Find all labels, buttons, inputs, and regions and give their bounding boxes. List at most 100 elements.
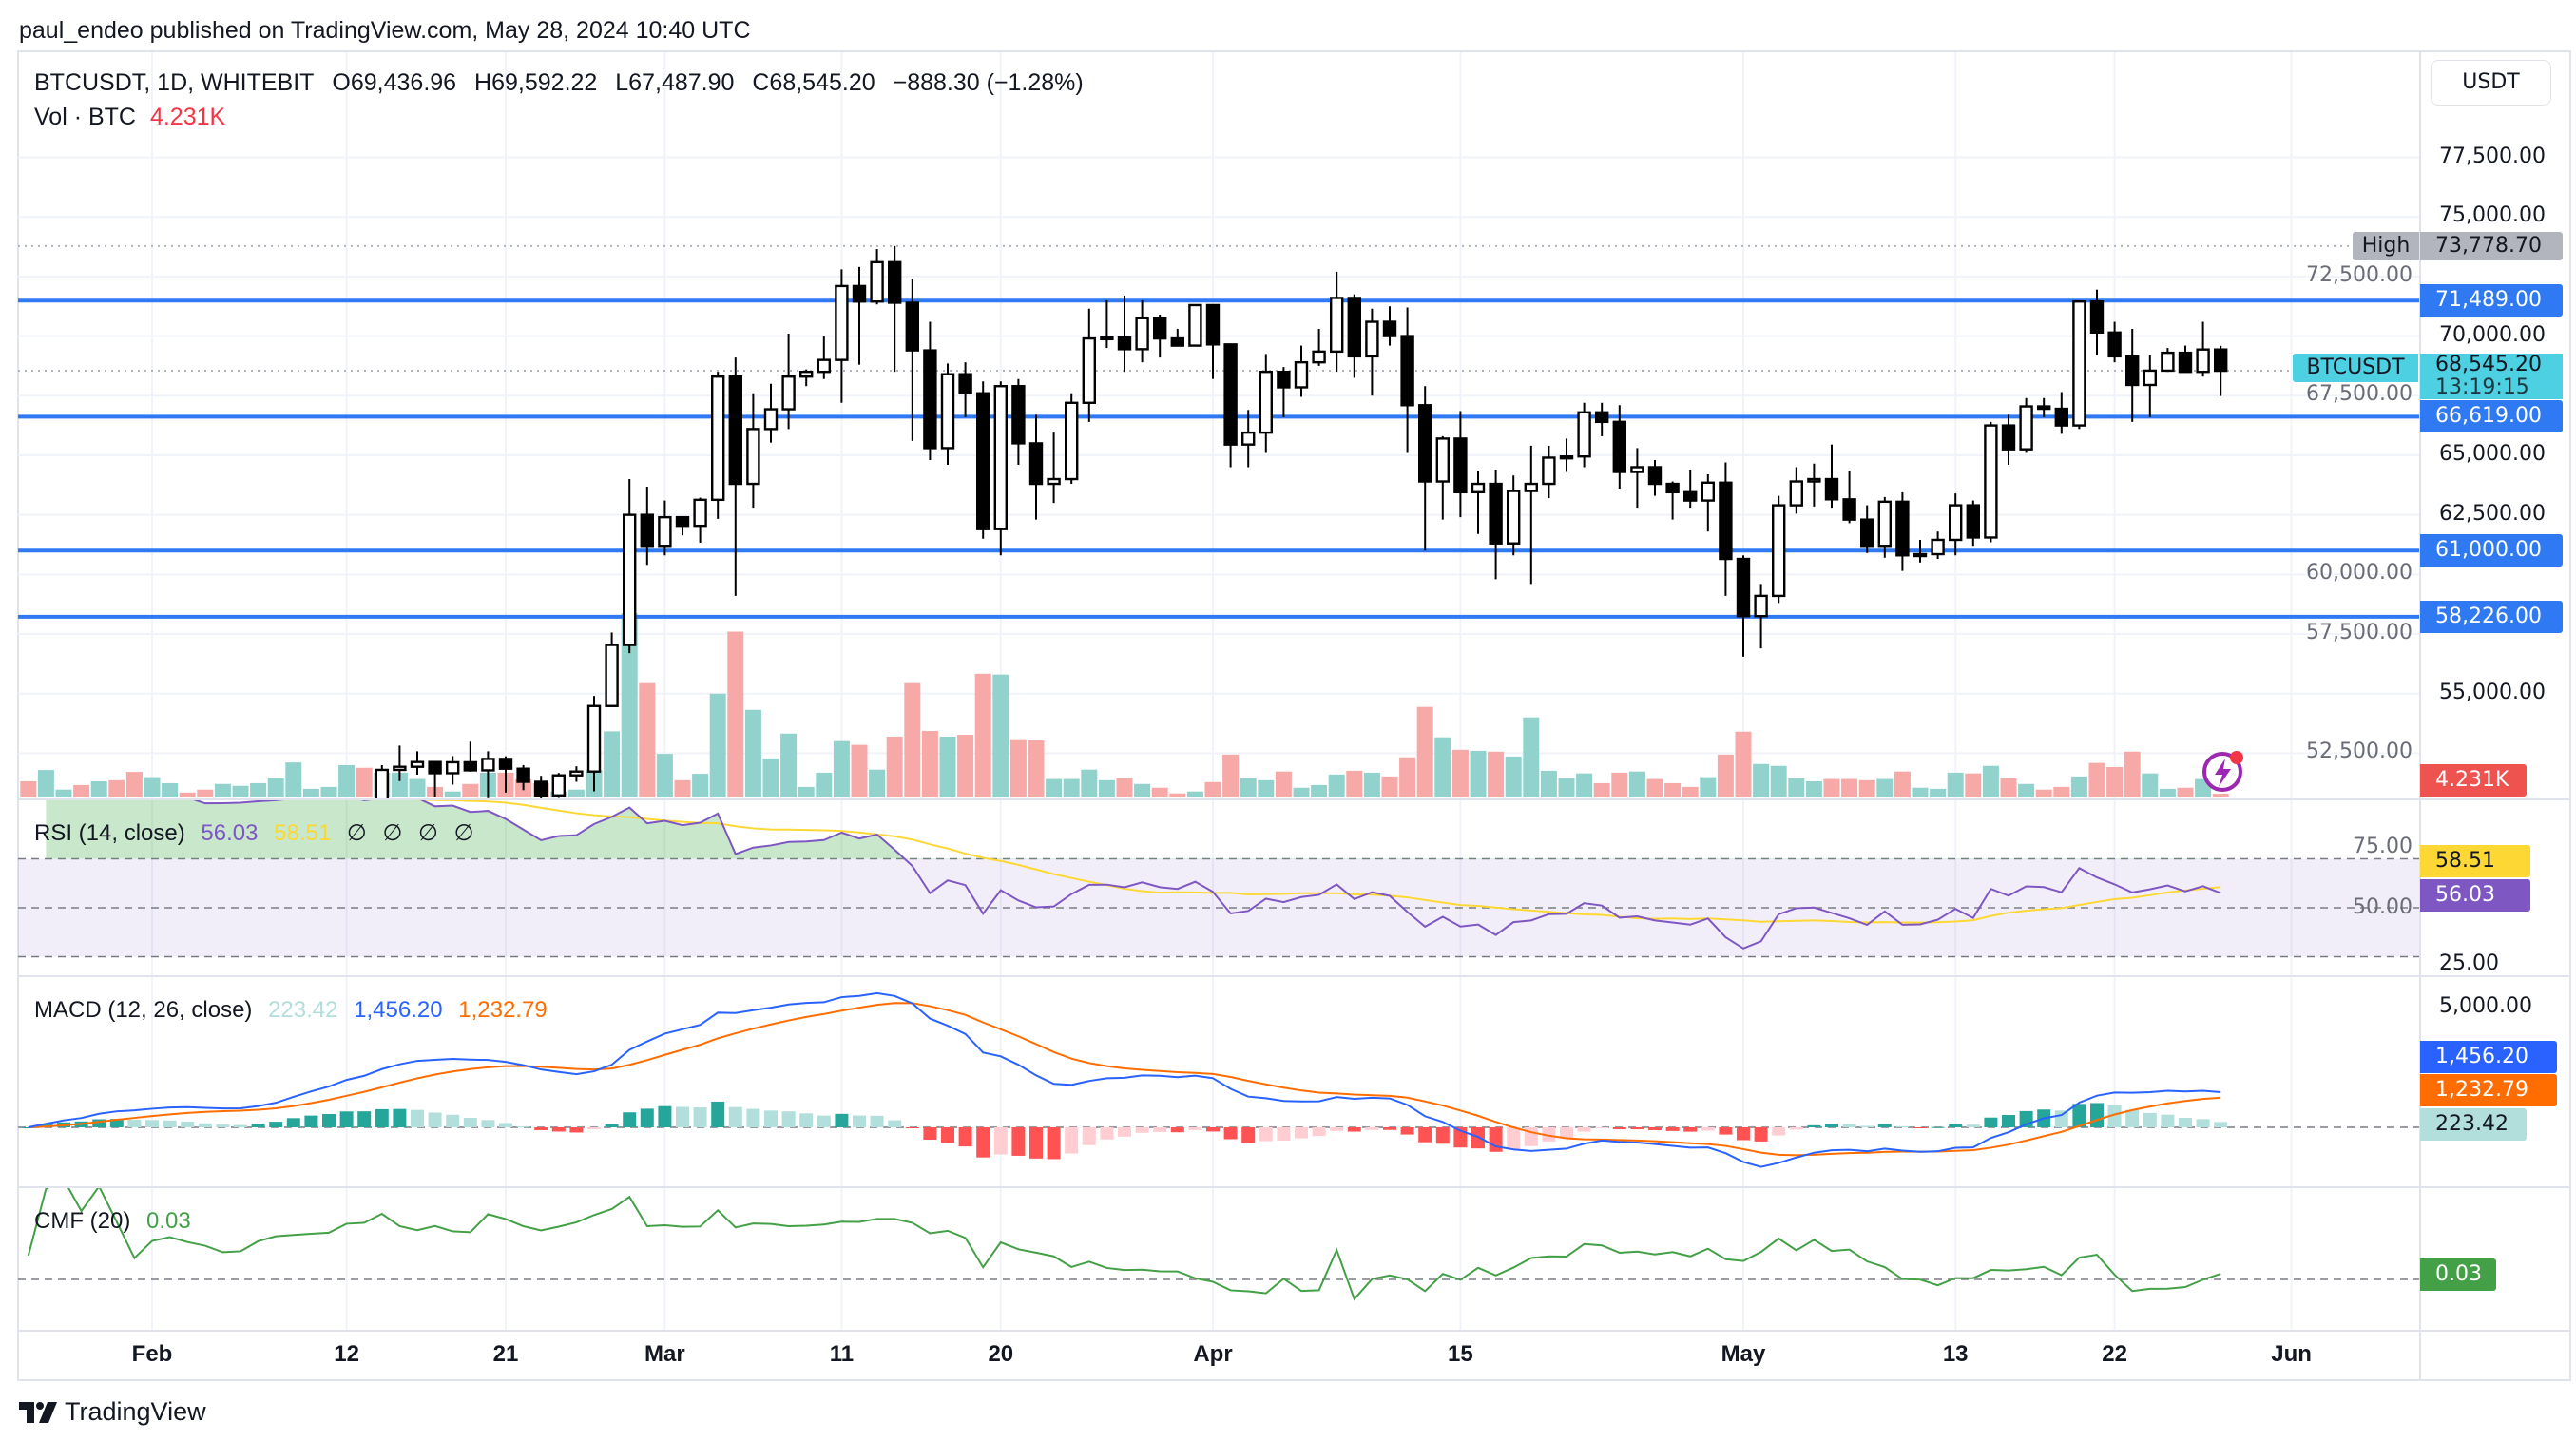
volume-bar <box>162 782 179 797</box>
macd-histogram-bar <box>781 1111 796 1127</box>
cmf-legend[interactable]: CMF (20) 0.03 <box>34 1208 201 1235</box>
volume-value: 4.231K <box>149 104 226 130</box>
volume-bar <box>2124 751 2141 797</box>
candle-up <box>1931 538 1945 556</box>
macd-histogram-bar <box>1701 1127 1715 1131</box>
macd-histogram-bar <box>923 1127 937 1141</box>
rsi-title: RSI (14, close) <box>34 820 185 846</box>
volume-bar <box>567 789 585 797</box>
macd-histogram-bar <box>1877 1124 1892 1127</box>
macd-histogram-bar <box>1347 1127 1361 1132</box>
macd-histogram-bar <box>817 1115 831 1127</box>
horizontal-levels[interactable] <box>18 244 2420 619</box>
candle-down <box>1736 557 1751 618</box>
candle-down <box>1417 404 1432 483</box>
candle-up <box>1259 370 1274 434</box>
macd-histogram-bar <box>234 1124 247 1127</box>
lightning-icon[interactable] <box>2202 751 2243 792</box>
macd-histogram-bar <box>127 1120 142 1127</box>
volume-label[interactable]: Vol · BTC <box>34 104 136 130</box>
macd-histogram-bar <box>1011 1127 1026 1156</box>
volume-tag: 4.231K <box>2420 764 2527 797</box>
candle-down <box>975 392 990 530</box>
price-axis-label: 60,000.00 <box>2306 561 2413 586</box>
macd-histogram-value: 223.42 <box>268 997 338 1023</box>
volume-bar <box>604 731 621 797</box>
volume-bar <box>232 785 249 797</box>
macd-histogram-bar <box>1737 1127 1750 1141</box>
volume-bar <box>1046 778 1063 797</box>
volume-bar <box>1664 782 1682 797</box>
candle-up <box>1506 490 1521 545</box>
macd-histogram-bar <box>1949 1124 1963 1127</box>
price-axis-label: 67,500.00 <box>2306 382 2413 407</box>
macd-axis-5000: 5,000.00 <box>2439 994 2532 1018</box>
candle-down <box>1842 498 1856 521</box>
candle-down <box>923 349 937 450</box>
tradingview-logo[interactable]: TradingView <box>19 1397 206 1427</box>
volume-bar <box>1805 780 1822 797</box>
macd-histogram-bar <box>1065 1127 1079 1154</box>
last-price-tag: 68,545.20 13:19:15 <box>2420 354 2563 399</box>
symbol-title[interactable]: BTCUSDT, 1D, WHITEBIT <box>34 69 315 96</box>
ohlc-open: O69,436.96 <box>332 69 457 96</box>
macd-histogram-bar <box>109 1119 124 1127</box>
date-axis-label: 13 <box>1942 1341 1969 1367</box>
macd-histogram-bar <box>853 1115 866 1127</box>
volume-bar <box>356 767 373 797</box>
price-axis-label: 52,500.00 <box>2306 740 2413 764</box>
macd-legend[interactable]: MACD (12, 26, close) 223.42 1,456.20 1,2… <box>34 997 557 1024</box>
macd-histogram-bar <box>2179 1117 2192 1127</box>
macd-histogram-bar <box>1860 1125 1874 1127</box>
rsi-lines <box>193 800 2221 950</box>
candle-up <box>1948 504 1963 542</box>
volume-bar <box>1009 739 1027 797</box>
currency-button[interactable]: USDT <box>2431 60 2551 106</box>
rsi-legend[interactable]: RSI (14, close) 56.03 58.51 ∅ ∅ ∅ ∅ <box>34 819 484 847</box>
macd-histogram-bar <box>1665 1127 1680 1131</box>
date-axis-label: Jun <box>2271 1341 2312 1367</box>
candle-up <box>1559 455 1574 460</box>
volume-series <box>20 613 2229 797</box>
macd-histogram-bar <box>2072 1104 2086 1127</box>
price-axis-label: 62,500.00 <box>2439 501 2546 526</box>
macd-histogram-bar <box>2125 1109 2140 1127</box>
macd-histogram-bar <box>2214 1122 2228 1127</box>
volume-bar <box>2088 762 2105 797</box>
volume-bar <box>1399 757 1416 797</box>
volume-bar <box>55 789 72 797</box>
rsi-hidden-value: ∅ <box>382 820 403 846</box>
candle-up <box>1789 480 1804 507</box>
price-axis-label: 72,500.00 <box>2306 262 2413 287</box>
macd-histogram-bar <box>21 1127 35 1128</box>
macd-histogram-bar <box>145 1120 159 1127</box>
macd-histogram-bar <box>339 1111 354 1127</box>
rsi-hidden-value: ∅ <box>346 820 367 846</box>
candle-up <box>2019 405 2033 451</box>
macd-histogram-bar <box>92 1119 106 1127</box>
volume-bar <box>1470 750 1487 797</box>
candle-up <box>763 408 779 431</box>
macd-histogram-bar <box>870 1115 884 1127</box>
candle-down <box>1895 500 1910 557</box>
macd-histogram-bar <box>1984 1117 1998 1127</box>
macd-histogram-bar <box>1047 1127 1061 1160</box>
high-label: High <box>2353 232 2419 260</box>
macd-histogram-bar <box>357 1111 372 1127</box>
volume-bar <box>179 792 196 797</box>
volume-bar <box>1894 771 1911 797</box>
macd-histogram-bar <box>1295 1127 1308 1139</box>
macd-histogram-bar <box>1170 1127 1184 1133</box>
macd-histogram-bar <box>1383 1127 1396 1130</box>
candle-up <box>746 428 760 486</box>
volume-bar <box>1063 778 1080 797</box>
volume-bar <box>1930 788 1947 797</box>
volume-bar <box>1258 779 1275 797</box>
macd-histogram-bar <box>1825 1124 1838 1127</box>
macd-histogram-bar <box>269 1122 283 1127</box>
candle-up <box>799 370 814 378</box>
candle-up <box>1913 552 1928 558</box>
cmf-value: 0.03 <box>146 1208 191 1234</box>
tradingview-brand: TradingView <box>65 1397 206 1426</box>
